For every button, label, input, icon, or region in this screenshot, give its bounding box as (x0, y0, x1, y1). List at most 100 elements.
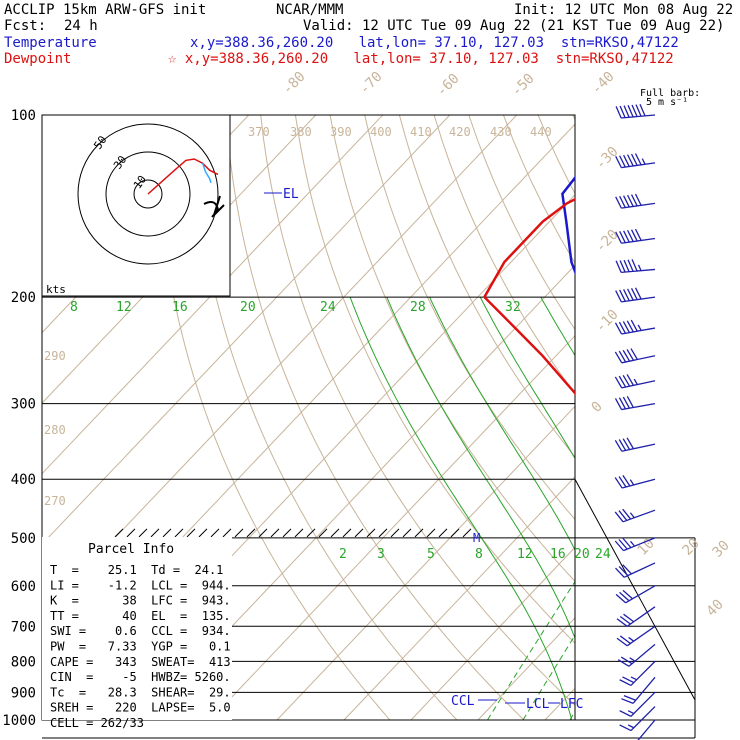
wind-barb-flag (630, 676, 637, 681)
wind-barb-staff (626, 606, 656, 627)
hatch-mark (318, 528, 328, 538)
dry-adiabat-line (502, 115, 575, 264)
hodograph-ring-label: 30 (111, 153, 129, 171)
profiles (482, 175, 575, 396)
wind-barb-flag (623, 613, 635, 623)
wind-barb-flag (623, 259, 630, 272)
org-label: NCAR/MMM (276, 2, 344, 18)
wind-barb-staff (621, 327, 656, 335)
wind-barb-flag (614, 439, 623, 452)
hatch-mark (342, 528, 352, 538)
forecast-hours: 24 h (64, 18, 98, 34)
wind-barb-flag (627, 724, 635, 729)
wind-barb-staff (621, 202, 656, 209)
hatch-mark (378, 528, 388, 538)
wind-barb-flag (630, 348, 638, 360)
wind-barb-flag (622, 438, 631, 450)
isotherm-label: 40 (704, 597, 727, 620)
dry-adiabat-line (364, 115, 575, 521)
wind-barb-flag (622, 564, 632, 575)
isotherm-label: -70 (357, 69, 386, 98)
hatch-mark (366, 528, 376, 538)
pressure-tick-label: 100 (11, 108, 36, 124)
wind-barb-flag (618, 439, 627, 451)
wind-barb-flag (616, 618, 628, 627)
isotherm-line (42, 115, 384, 475)
mixing-ratio-label: 32 (505, 300, 521, 315)
wind-barb-staff (622, 509, 656, 523)
wind-barb-flag (635, 104, 642, 117)
mixing-ratio-label: 12 (517, 547, 533, 562)
lfc-marker: LFC (560, 697, 583, 712)
wind-barb-flag (619, 615, 631, 625)
isotherm-line (679, 115, 740, 720)
isotherm-label: 0 (589, 399, 606, 416)
wind-barb-flag (630, 540, 636, 547)
isotherm-label: -40 (589, 69, 618, 98)
parcel-info-row: CAPE = 343 SWEAT= 413 (50, 655, 231, 669)
wind-barb-flag (618, 397, 627, 410)
wind-barb-flag (614, 376, 623, 389)
wind-barb-flag (618, 510, 628, 521)
mixing-ratio-label: 2 (339, 547, 347, 562)
mixing-ratio-label: 24 (320, 300, 336, 315)
wind-barb-staff (621, 296, 656, 303)
isotherm-line (477, 617, 575, 720)
theta-label: 390 (330, 125, 352, 139)
wind-barb-flag (615, 106, 622, 119)
hatch-mark (258, 528, 268, 538)
hatch-mark (222, 528, 232, 538)
moist-adiabat-line (429, 296, 575, 552)
wind-barb-flag (628, 636, 635, 642)
dry-adiabat-line (260, 115, 575, 706)
wind-barb-flag (615, 196, 622, 209)
wind-barb-flag (629, 479, 635, 486)
wind-barb-flag (634, 228, 642, 241)
pressure-tick-label: 200 (11, 290, 36, 306)
wind-barb-flag (615, 593, 626, 604)
wind-barb-flag (614, 511, 624, 523)
wind-barb-flag (630, 153, 638, 166)
dewpoint-profile (482, 197, 575, 396)
wind-barb-flag (618, 539, 628, 550)
wind-barb-staff (621, 114, 656, 119)
moist-adiabat-line (479, 296, 575, 460)
mixing-ratio-label: 16 (550, 547, 566, 562)
wind-barb-flag (623, 230, 630, 243)
wind-barb-staff (621, 355, 656, 364)
mixing-ratio-label: 20 (240, 300, 256, 315)
dry-adiabat-line (433, 115, 575, 395)
hatch-mark (246, 528, 256, 538)
frame-diagonal (574, 479, 696, 701)
wind-barb-flag (629, 657, 636, 662)
moist-adiabat-line (697, 297, 740, 720)
wind-barb-flag (619, 679, 632, 686)
parcel-info-box: Parcel Info T = 25.1 Td = 24.1LI = -1.2 L… (42, 537, 232, 730)
dry-adiabat-line (190, 115, 458, 720)
wind-barb-flag (615, 231, 622, 244)
mixing-ratio-label: 28 (410, 300, 426, 315)
wind-barb-flag (619, 195, 626, 208)
hatch-mark (150, 528, 160, 538)
barb-legend-title: Full barb: (640, 88, 700, 99)
wind-barb-staff (637, 719, 656, 740)
parcel-info-row: TT = 40 EL = 135. (50, 609, 231, 623)
wind-barb-flag (618, 565, 629, 577)
wind-barb-flag (619, 231, 626, 243)
forecast-label: Fcst: (4, 18, 47, 34)
wind-barb-flag (627, 710, 635, 715)
wind-barb-flag (629, 512, 635, 519)
theta-label: 430 (490, 125, 512, 139)
mixing-ratio-line (711, 538, 740, 720)
wind-barb-flag (626, 374, 635, 386)
hatch-mark (234, 528, 244, 538)
hodograph-frame (41, 114, 231, 297)
wind-barb-staff (621, 268, 656, 274)
wind-barb-staff (621, 478, 656, 489)
hatch-mark (138, 528, 148, 538)
mixing-ratio-label: 5 (427, 547, 435, 562)
wind-barb-staff (626, 625, 656, 647)
hatch-mark (282, 528, 292, 538)
parcel-info-row: K = 38 LFC = 943. (50, 594, 231, 608)
